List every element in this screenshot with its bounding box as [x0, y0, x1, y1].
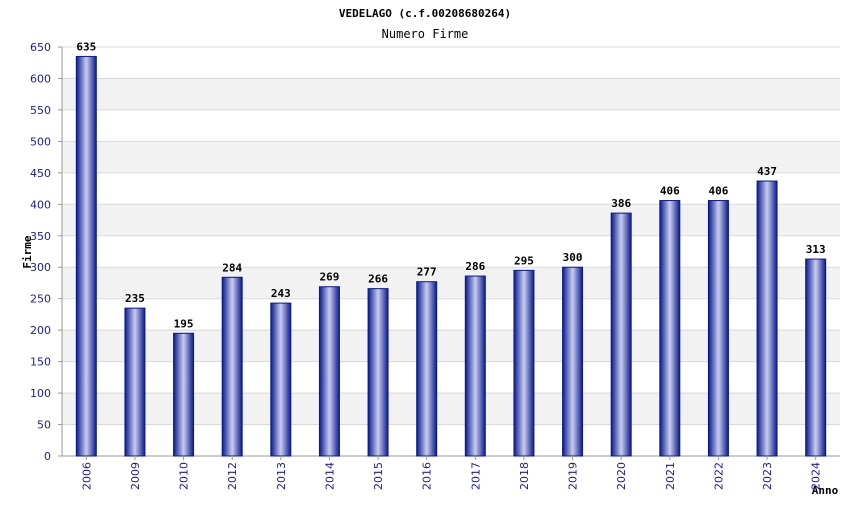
x-tick-label: 2014 — [323, 462, 336, 490]
bar — [464, 275, 486, 457]
y-tick-label: 400 — [30, 198, 51, 211]
data-labels: 635 235 195 284 243 269 266 277 286 295 300 386 406 4… — [76, 40, 825, 330]
x-tick-label: 2012 — [226, 462, 239, 490]
bar — [805, 258, 827, 457]
data-label: 295 — [514, 254, 534, 267]
bar — [75, 55, 97, 457]
bar — [513, 269, 535, 457]
x-tick-label: 2023 — [761, 462, 774, 490]
bar — [659, 200, 681, 457]
bar — [562, 266, 584, 457]
chart-subtitle: Numero Firme — [382, 27, 469, 41]
y-axis-ticks: 0 50 100 150 200 250 300 350 400 450 500 550 600 650 — [30, 41, 62, 463]
y-tick-label: 550 — [30, 104, 51, 117]
data-label: 313 — [806, 243, 826, 256]
data-label: 284 — [222, 261, 242, 274]
bar — [416, 281, 438, 457]
data-label: 386 — [611, 197, 631, 210]
y-axis-label: Firme — [21, 235, 34, 268]
x-tick-label: 2010 — [178, 462, 191, 490]
data-label: 406 — [660, 185, 680, 198]
data-label: 195 — [174, 317, 194, 330]
bar — [221, 276, 243, 457]
y-tick-label: 450 — [30, 167, 51, 180]
y-tick-label: 100 — [30, 387, 51, 400]
y-tick-label: 500 — [30, 135, 51, 148]
y-tick-label: 600 — [30, 72, 51, 85]
x-tick-label: 2018 — [518, 462, 531, 490]
x-tick-label: 2020 — [615, 462, 628, 490]
x-tick-label: 2022 — [712, 462, 725, 490]
grid-band — [62, 141, 840, 173]
x-tick-label: 2019 — [567, 462, 580, 490]
data-label: 243 — [271, 287, 291, 300]
x-axis-label: Anno — [812, 484, 839, 497]
bars — [75, 55, 827, 457]
bar — [707, 200, 729, 457]
y-tick-label: 250 — [30, 293, 51, 306]
x-tick-label: 2006 — [80, 462, 93, 490]
y-tick-label: 200 — [30, 324, 51, 337]
grid-band — [62, 78, 840, 110]
data-label: 437 — [757, 165, 777, 178]
data-label: 286 — [465, 260, 485, 273]
x-tick-label: 2021 — [664, 462, 677, 490]
data-label: 300 — [563, 251, 583, 264]
bar — [756, 180, 778, 457]
x-tick-label: 2009 — [129, 462, 142, 490]
data-label: 277 — [417, 266, 437, 279]
bar — [367, 288, 389, 457]
y-tick-label: 350 — [30, 230, 51, 243]
y-tick-label: 300 — [30, 261, 51, 274]
data-label: 269 — [320, 271, 340, 284]
y-tick-label: 50 — [37, 419, 51, 432]
x-axis-ticks: 2006 2009 2010 2012 2013 2014 2015 2016 2017 2018… — [80, 456, 823, 490]
y-tick-label: 150 — [30, 356, 51, 369]
bar — [173, 332, 195, 457]
x-tick-label: 2016 — [421, 462, 434, 490]
bar — [270, 302, 292, 457]
data-label: 406 — [709, 185, 729, 198]
x-tick-label: 2024 — [810, 462, 823, 490]
chart-title: VEDELAGO (c.f.00208680264) — [339, 7, 511, 20]
x-tick-label: 2015 — [372, 462, 385, 490]
data-label: 635 — [76, 40, 96, 53]
y-tick-label: 650 — [30, 41, 51, 54]
x-tick-label: 2017 — [469, 462, 482, 490]
data-label: 235 — [125, 292, 145, 305]
bar — [318, 286, 340, 457]
x-tick-label: 2013 — [275, 462, 288, 490]
y-tick-label: 0 — [44, 450, 51, 463]
bar — [610, 212, 632, 457]
bar — [124, 307, 146, 457]
data-label: 266 — [368, 273, 388, 286]
